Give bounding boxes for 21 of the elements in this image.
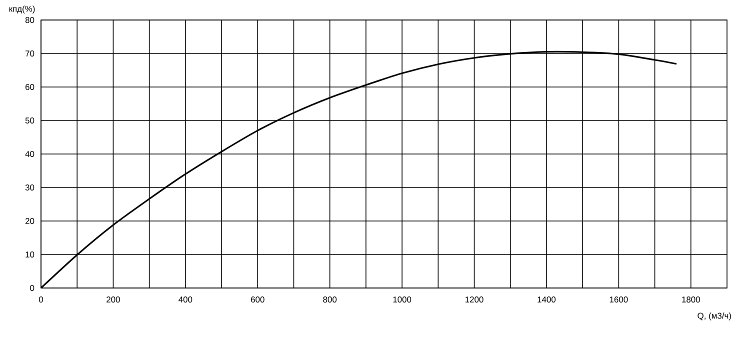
y-tick-label: 60 [26, 84, 34, 90]
y-tick-label: 30 [25, 184, 34, 190]
y-tick-label: 0 [30, 285, 34, 291]
y-tick-label: 40 [25, 151, 34, 157]
y-axis-title: кпд(%) [9, 6, 35, 14]
x-tick-label: 400 [178, 296, 192, 303]
x-tick-label: 800 [323, 296, 337, 303]
x-tick-label: 0 [38, 296, 44, 303]
x-tick-label: 1800 [682, 296, 700, 303]
y-tick-label: 20 [25, 218, 34, 224]
y-tick-label: 50 [25, 118, 34, 124]
x-tick-label: 600 [251, 296, 264, 303]
y-tick-label: 80 [25, 17, 34, 23]
y-tick-label: 70 [26, 50, 34, 56]
x-tick-label: 1200 [465, 296, 484, 303]
x-tick-label: 1400 [538, 296, 556, 303]
y-tick-label: 10 [26, 252, 34, 258]
x-tick-label: 1600 [610, 296, 628, 303]
x-tick-label: 200 [106, 296, 120, 303]
x-tick-label: 1000 [393, 296, 412, 303]
x-axis-title: Q, (м3/ч) [698, 312, 731, 320]
